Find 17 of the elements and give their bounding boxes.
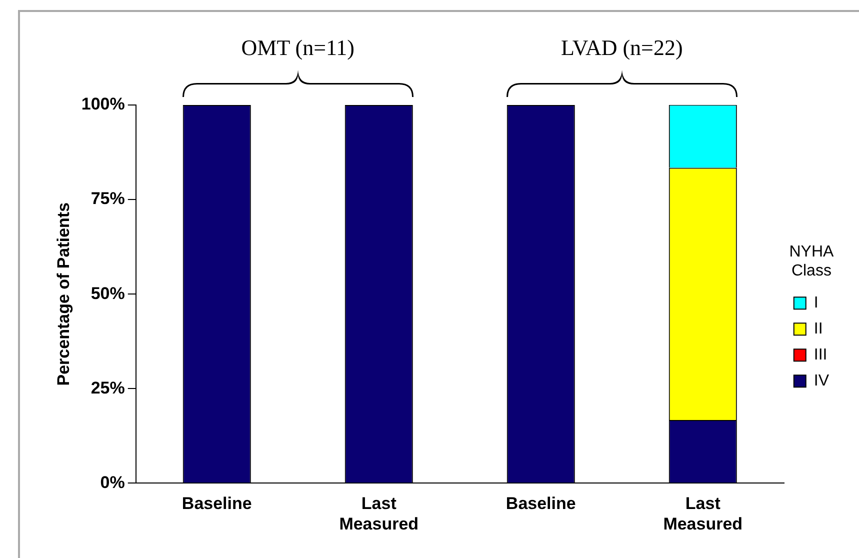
text: OMT (n=11) (240, 35, 356, 61)
x-tick-label: Baseline (506, 494, 576, 514)
legend-label: II (814, 320, 823, 338)
x-tick-label: Last Measured (663, 494, 743, 534)
text: LVAD (n=22) (560, 35, 684, 61)
legend-label: III (814, 346, 828, 364)
y-tick-label: 25% (90, 378, 125, 398)
y-tick-label: 75% (90, 189, 125, 208)
legend-label: I (814, 294, 818, 312)
y-tick-label: 100% (81, 94, 125, 114)
legend-title: NYHA Class (789, 243, 834, 280)
x-tick-label: Baseline (182, 494, 252, 514)
y-axis-title: Percentage of Patients (54, 202, 73, 386)
x-tick-label: Last Measured (339, 494, 419, 534)
y-tick-label: 0% (100, 472, 125, 492)
y-tick-label: 50% (90, 284, 125, 303)
legend-label: IV (814, 372, 830, 390)
